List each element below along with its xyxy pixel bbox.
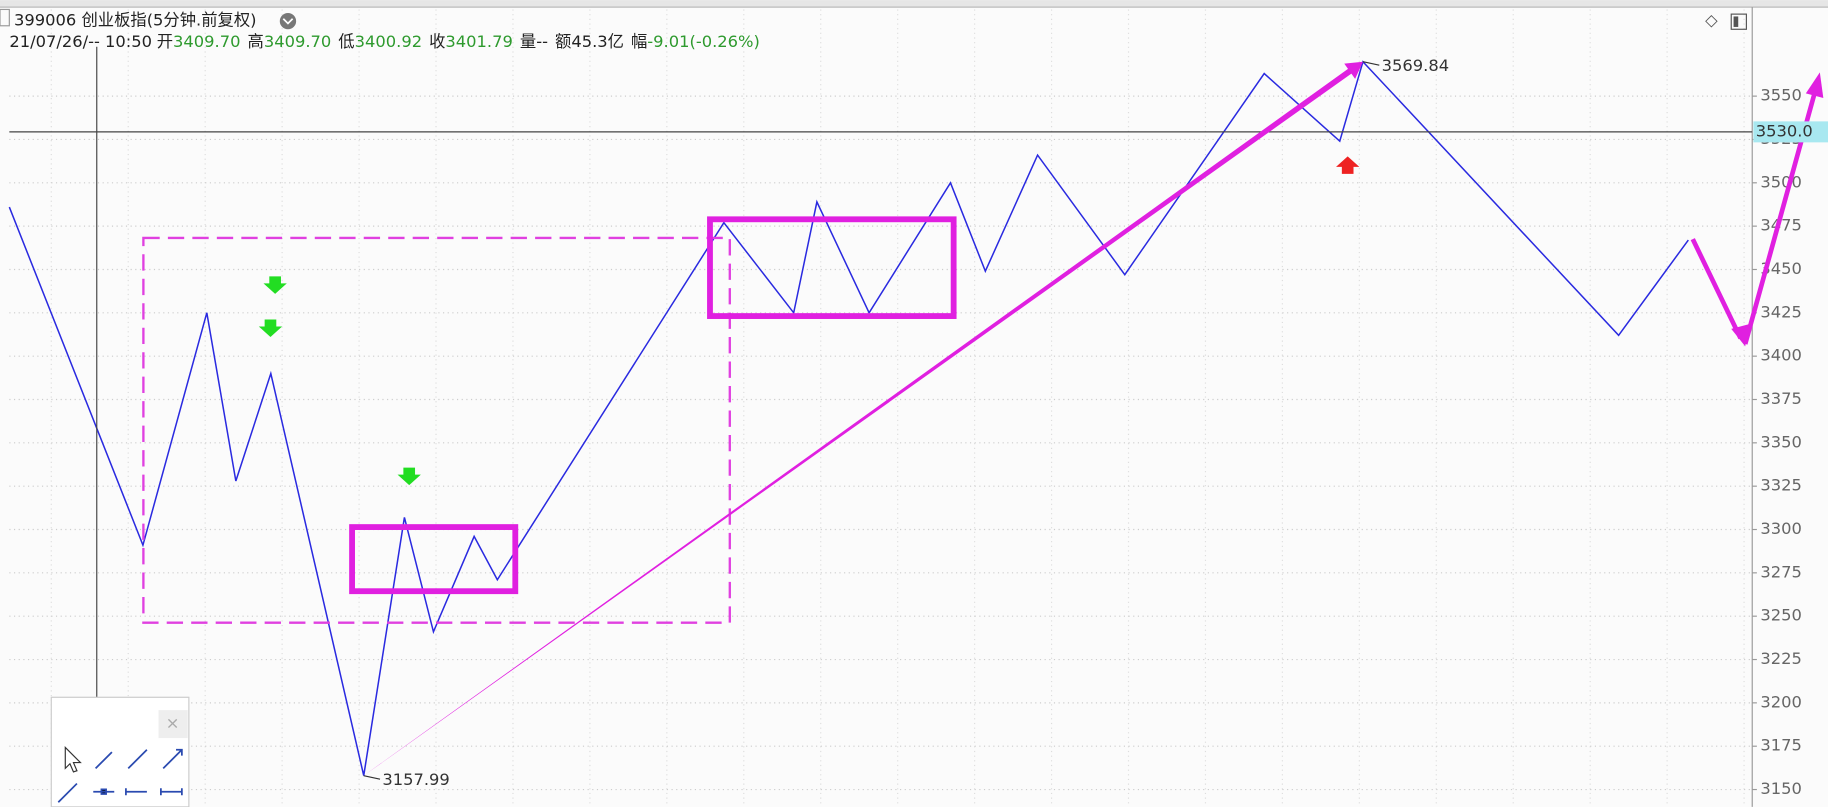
info-label: 幅 [631,32,647,51]
y-tick-label: 3350 [1760,432,1802,451]
top-strip [0,0,1828,8]
info-value: -- [536,32,548,51]
info-label: 低 [338,32,354,51]
y-tick-label: 3200 [1760,692,1802,711]
consolidation-box [707,216,957,319]
segment-tool[interactable] [57,782,78,803]
high-label: 3569.84 [1382,56,1449,75]
y-tick-label: 3325 [1760,476,1802,495]
down-signal [258,319,283,338]
info-label: 额 [555,32,571,51]
info-value: 3400.92 [355,32,422,51]
zigzag-line [8,60,1689,776]
down-arrow [1690,238,1743,340]
arrow-tool[interactable] [162,748,183,770]
drawing-toolbar: × [50,696,190,807]
y-tick-label: 3450 [1760,259,1802,278]
y-tick-label: 3550 [1760,86,1802,105]
info-value: 3401.79 [445,32,512,51]
ohlc-info: 21/07/26/-- 10:50 开3409.70 高3409.70 低3400.9… [9,32,760,51]
low-label-leader [363,775,381,780]
y-tick-label: 3375 [1760,389,1802,408]
y-tick-label: 3300 [1760,519,1802,538]
y-tick-label: 3425 [1760,302,1802,321]
frame-icon [0,8,10,27]
y-tick-label: 3500 [1760,172,1802,191]
line-tool[interactable] [94,751,113,770]
y-tick-label: 3400 [1760,346,1802,365]
hray-tool[interactable] [125,788,147,796]
shape-icon[interactable]: ◇ [1705,11,1718,30]
close-icon: × [166,714,180,733]
info-label: 开 [157,32,173,51]
y-tick-label: 3475 [1760,216,1802,235]
close-button[interactable] [158,710,188,739]
price-tag: 3530.0 [1756,121,1813,140]
hsegment-tool[interactable] [160,788,183,796]
y-tick-label: 3175 [1760,736,1802,755]
info-value: 3409.70 [264,32,331,51]
info-value: 3409.70 [173,32,240,51]
time: 21/07/26/-- 10:50 [9,32,152,51]
cursor-tool[interactable] [64,746,82,773]
up-signal [1336,156,1360,174]
y-tick-label: 3225 [1760,649,1802,668]
layout-icon[interactable] [1730,13,1747,30]
info-value: 45.3亿 [571,32,624,51]
info-label: 量 [520,32,536,51]
y-tick-label: 3250 [1760,606,1802,625]
chart-title: 399006 创业板指(5分钟.前复权) [14,11,257,30]
hline-tool[interactable] [93,788,115,795]
plot-area: 3150 3175 3200 3225 3250 3275 3300 3325 3350 3375… [8,7,1802,807]
down-signal [397,467,421,486]
trend-arrow [363,61,1363,776]
high-label-leader [1362,61,1380,66]
low-label: 3157.99 [382,770,449,789]
price-tag-bg [1753,121,1828,143]
info-label: 高 [248,32,264,51]
info-label: 收 [429,32,445,51]
ray-tool[interactable] [127,749,148,770]
dropdown-chevron [282,18,294,25]
info-value: -9.01(-0.26%) [647,32,760,51]
consolidation-box [349,524,519,595]
dashed-box [142,236,731,624]
y-tick-label: 3150 [1760,779,1802,798]
y-tick-label: 3275 [1760,562,1802,581]
layout-icon-part [1733,16,1739,27]
arrow-head [1805,72,1824,99]
dropdown[interactable] [279,12,297,30]
